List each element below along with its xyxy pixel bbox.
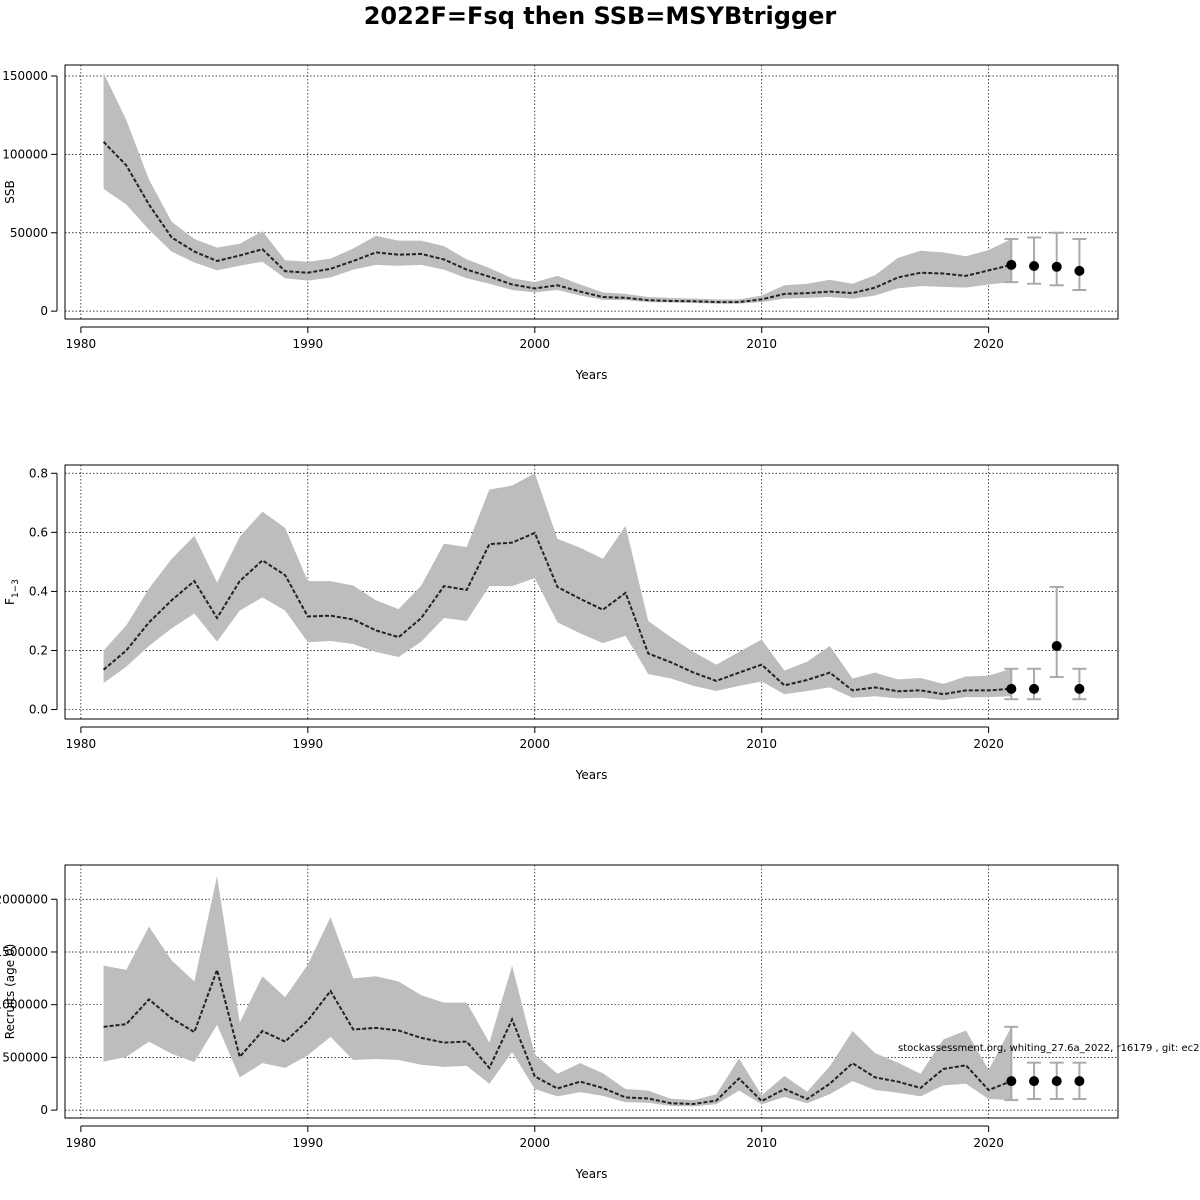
x-tick-label: 2010 bbox=[746, 337, 777, 351]
y-tick-label: 0.0 bbox=[29, 703, 48, 717]
forecast-point bbox=[1051, 641, 1062, 652]
x-tick-label: 2000 bbox=[519, 1136, 550, 1150]
fishing-mortality-panel: 1980 1990 2000 2010 2020 Years 0.0 0.2 0.4 0.6 0.8… bbox=[3, 464, 1119, 782]
confidence-band bbox=[103, 72, 1012, 304]
y-tick-label: 0.4 bbox=[29, 584, 48, 598]
y-tick-label: 100000 bbox=[2, 147, 48, 161]
y-tick-label: 2000000 bbox=[0, 892, 48, 906]
y-axis-label-main: F bbox=[3, 598, 17, 605]
ssb-panel: 1980 1990 2000 2010 2020 Years 0 50000 100000 150… bbox=[2, 64, 1119, 382]
x-tick-label: 1980 bbox=[66, 337, 97, 351]
y-axis-label: SSB bbox=[3, 180, 17, 203]
estimate-line bbox=[102, 141, 1012, 304]
y-tick-label: 50000 bbox=[10, 226, 48, 240]
forecast-point bbox=[1051, 261, 1062, 272]
x-tick-label: 2010 bbox=[746, 1136, 777, 1150]
y-axis-label: Recruits (age 0) bbox=[3, 944, 17, 1040]
y-tick-label: 0 bbox=[40, 304, 48, 318]
recruitment-panel: 1980 1990 2000 2010 2020 Years 0 500000 1000000 1… bbox=[0, 864, 1119, 1181]
x-tick-label: 2000 bbox=[519, 737, 550, 751]
forecast-point bbox=[1006, 683, 1017, 694]
x-tick-label: 2000 bbox=[519, 337, 550, 351]
x-tick-label: 2020 bbox=[973, 737, 1004, 751]
x-tick-label: 2020 bbox=[973, 337, 1004, 351]
plot-frame bbox=[64, 464, 1119, 720]
forecast-point bbox=[1006, 259, 1017, 270]
forecast-point bbox=[1074, 683, 1085, 694]
y-tick-label: 0.6 bbox=[29, 525, 48, 539]
confidence-band bbox=[103, 876, 1012, 1107]
y-tick-label: 1500000 bbox=[0, 945, 48, 959]
x-tick-label: 2010 bbox=[746, 737, 777, 751]
y-tick-label: 0.8 bbox=[29, 466, 48, 480]
chart-title: 2022F=Fsq then SSB=MSYBtrigger bbox=[364, 2, 837, 30]
forecast-point bbox=[1051, 1076, 1062, 1087]
x-tick-label: 2020 bbox=[973, 1136, 1004, 1150]
y-tick-label: 0.2 bbox=[29, 643, 48, 657]
x-tick-label: 1980 bbox=[66, 737, 97, 751]
estimate-line bbox=[103, 966, 1012, 1105]
forecast-point bbox=[1074, 265, 1085, 276]
x-tick-label: 1990 bbox=[293, 337, 324, 351]
y-tick-label: 0 bbox=[40, 1103, 48, 1117]
x-axis-label: Years bbox=[575, 1167, 608, 1181]
plot-frame bbox=[64, 64, 1119, 320]
x-tick-label: 1990 bbox=[293, 737, 324, 751]
y-axis-label-main: Recruits (age 0) bbox=[3, 944, 17, 1040]
x-axis-label: Years bbox=[575, 368, 608, 382]
y-axis-label: F1−3 bbox=[3, 579, 21, 605]
forecast-point bbox=[1074, 1076, 1085, 1087]
forecast-point bbox=[1029, 261, 1040, 272]
x-tick-label: 1990 bbox=[293, 1136, 324, 1150]
x-axis-label: Years bbox=[575, 768, 608, 782]
estimate-line bbox=[102, 531, 1012, 696]
source-footnote: stockassessment.org, whiting_27.6a_2022,… bbox=[898, 1043, 1200, 1054]
y-tick-label: 500000 bbox=[2, 1050, 48, 1064]
y-axis-label-subscript: 1−3 bbox=[11, 579, 21, 598]
y-axis-label-main: SSB bbox=[3, 180, 17, 203]
y-tick-label: 150000 bbox=[2, 69, 48, 83]
forecast-point bbox=[1029, 1076, 1040, 1087]
y-tick-label: 1000000 bbox=[0, 998, 48, 1012]
forecast-point bbox=[1029, 683, 1040, 694]
plot-frame bbox=[64, 864, 1119, 1119]
forecast-point bbox=[1006, 1076, 1017, 1087]
x-tick-label: 1980 bbox=[66, 1136, 97, 1150]
